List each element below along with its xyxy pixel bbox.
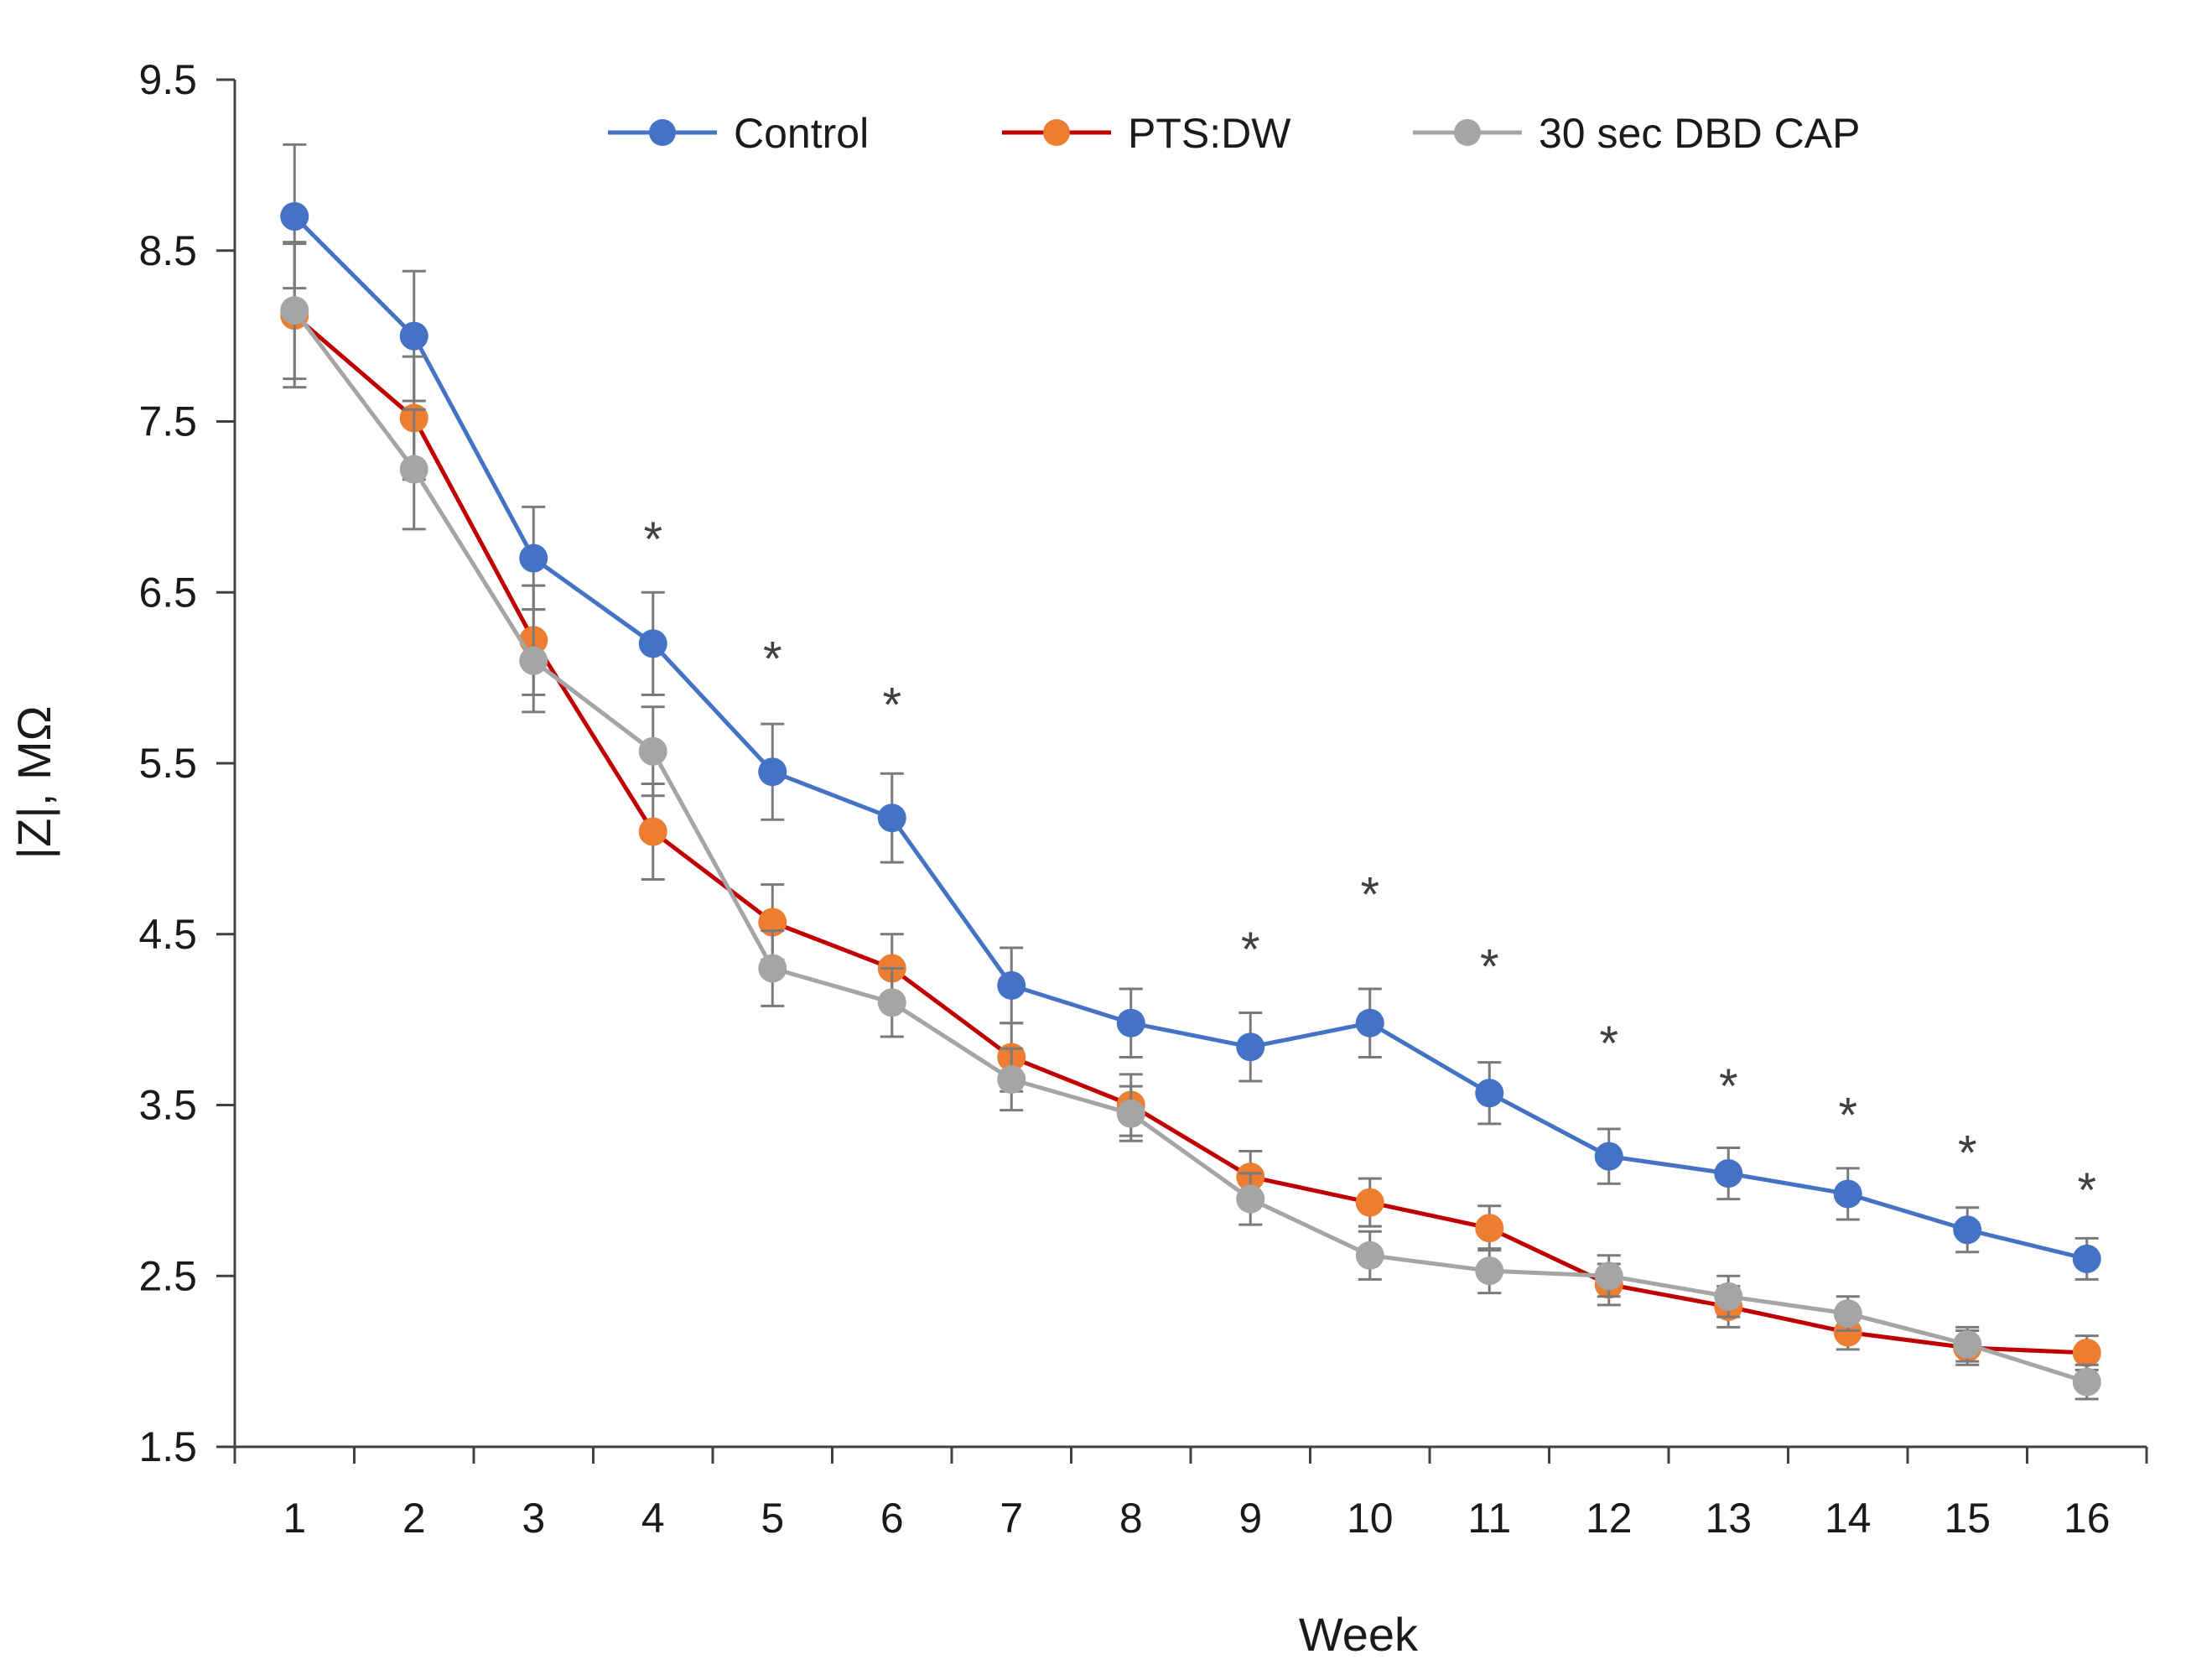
data-point	[1355, 1240, 1384, 1270]
significance-asterisk: *	[1599, 1017, 1618, 1071]
x-tick-label: 11	[1467, 1495, 1511, 1542]
legend-label: 30 sec DBD CAP	[1539, 110, 1860, 157]
axes: 1.52.53.54.55.56.57.58.59.51 2 3 4 5 6 7 8 9 10 11…	[138, 56, 2148, 1542]
x-tick-label: 4	[641, 1495, 665, 1542]
series-line	[293, 215, 2088, 1261]
legend-label: PTS:DW	[1128, 110, 1291, 157]
significance-asterisk: *	[882, 679, 901, 733]
data-point	[1355, 1008, 1384, 1038]
data-point	[519, 646, 548, 675]
y-tick-label: 5.5	[138, 740, 197, 787]
legend-swatch-marker	[649, 119, 676, 146]
data-point	[2072, 1338, 2101, 1367]
data-point	[758, 908, 787, 937]
x-tick-label: 16	[2064, 1495, 2111, 1542]
x-tick-label: 14	[1825, 1495, 1872, 1542]
significance-asterisk: *	[763, 632, 782, 687]
data-point	[2072, 1367, 2101, 1397]
x-tick-label: 3	[522, 1495, 545, 1542]
series-line	[293, 314, 2087, 1355]
x-tick-label: 5	[761, 1495, 784, 1542]
significance-asterisk: *	[1241, 923, 1260, 977]
data-point	[1116, 1008, 1145, 1038]
y-axis-title: |Z|, MΩ	[8, 706, 60, 860]
data-point	[638, 736, 667, 766]
x-tick-label: 6	[880, 1495, 904, 1542]
data-point	[2072, 1244, 2101, 1273]
series-layer	[280, 143, 2101, 1401]
significance-asterisk: *	[1838, 1089, 1857, 1143]
y-tick-label: 2.5	[138, 1252, 197, 1299]
data-point	[1953, 1215, 1982, 1245]
data-point	[1953, 1329, 1982, 1359]
data-point	[1833, 1179, 1862, 1209]
data-point	[280, 202, 309, 231]
data-point	[1714, 1282, 1743, 1311]
data-point	[638, 817, 667, 846]
data-point	[1236, 1184, 1265, 1214]
data-point	[1475, 1079, 1504, 1108]
legend: Control PTS:DW 30 sec DBD CAP	[608, 110, 1860, 157]
legend-swatch-marker	[1043, 119, 1070, 146]
series-0	[280, 143, 2101, 1281]
data-point	[1236, 1032, 1265, 1062]
data-point	[1116, 1099, 1145, 1128]
significance-asterisk: *	[643, 512, 662, 567]
y-tick-label: 9.5	[138, 56, 197, 103]
significance-asterisk: *	[1958, 1126, 1977, 1180]
significance-markers: * * * * * * * * * * *	[643, 512, 2096, 1218]
data-point	[1355, 1188, 1384, 1217]
data-point	[519, 544, 548, 573]
x-axis-title: Week	[1299, 1608, 1419, 1661]
y-tick-label: 6.5	[138, 569, 197, 616]
x-tick-label: 12	[1586, 1495, 1633, 1542]
x-tick-label: 9	[1238, 1495, 1262, 1542]
data-point	[1594, 1261, 1623, 1291]
significance-asterisk: *	[1360, 868, 1379, 923]
data-point	[1475, 1256, 1504, 1286]
series-line	[293, 309, 2088, 1384]
y-tick-label: 8.5	[138, 227, 197, 274]
data-point	[1594, 1142, 1623, 1171]
x-tick-label: 2	[402, 1495, 426, 1542]
significance-asterisk: *	[1480, 939, 1499, 994]
data-point	[1475, 1214, 1504, 1243]
significance-asterisk: *	[1719, 1059, 1738, 1114]
data-point	[997, 970, 1026, 1000]
series-2	[280, 241, 2101, 1401]
data-point	[638, 629, 667, 658]
x-tick-label: 10	[1347, 1495, 1394, 1542]
significance-asterisk: *	[2077, 1163, 2096, 1218]
series-1	[280, 242, 2101, 1371]
data-point	[399, 455, 428, 484]
x-tick-label: 13	[1705, 1495, 1752, 1542]
data-point	[399, 321, 428, 351]
y-tick-label: 4.5	[138, 911, 197, 958]
data-point	[997, 1064, 1026, 1094]
data-point	[877, 988, 906, 1017]
data-point	[758, 757, 787, 787]
y-tick-label: 7.5	[138, 398, 197, 445]
x-tick-label: 8	[1119, 1495, 1143, 1542]
x-tick-label: 1	[283, 1495, 306, 1542]
data-point	[1714, 1159, 1743, 1188]
data-point	[1833, 1299, 1862, 1329]
data-point	[280, 296, 309, 325]
x-tick-label: 7	[1000, 1495, 1023, 1542]
y-tick-label: 3.5	[138, 1082, 197, 1129]
data-point	[758, 954, 787, 983]
legend-label: Control	[734, 110, 869, 157]
data-point	[877, 804, 906, 833]
x-tick-label: 15	[1944, 1495, 1991, 1542]
y-tick-label: 1.5	[138, 1423, 197, 1470]
legend-swatch-marker	[1454, 119, 1481, 146]
